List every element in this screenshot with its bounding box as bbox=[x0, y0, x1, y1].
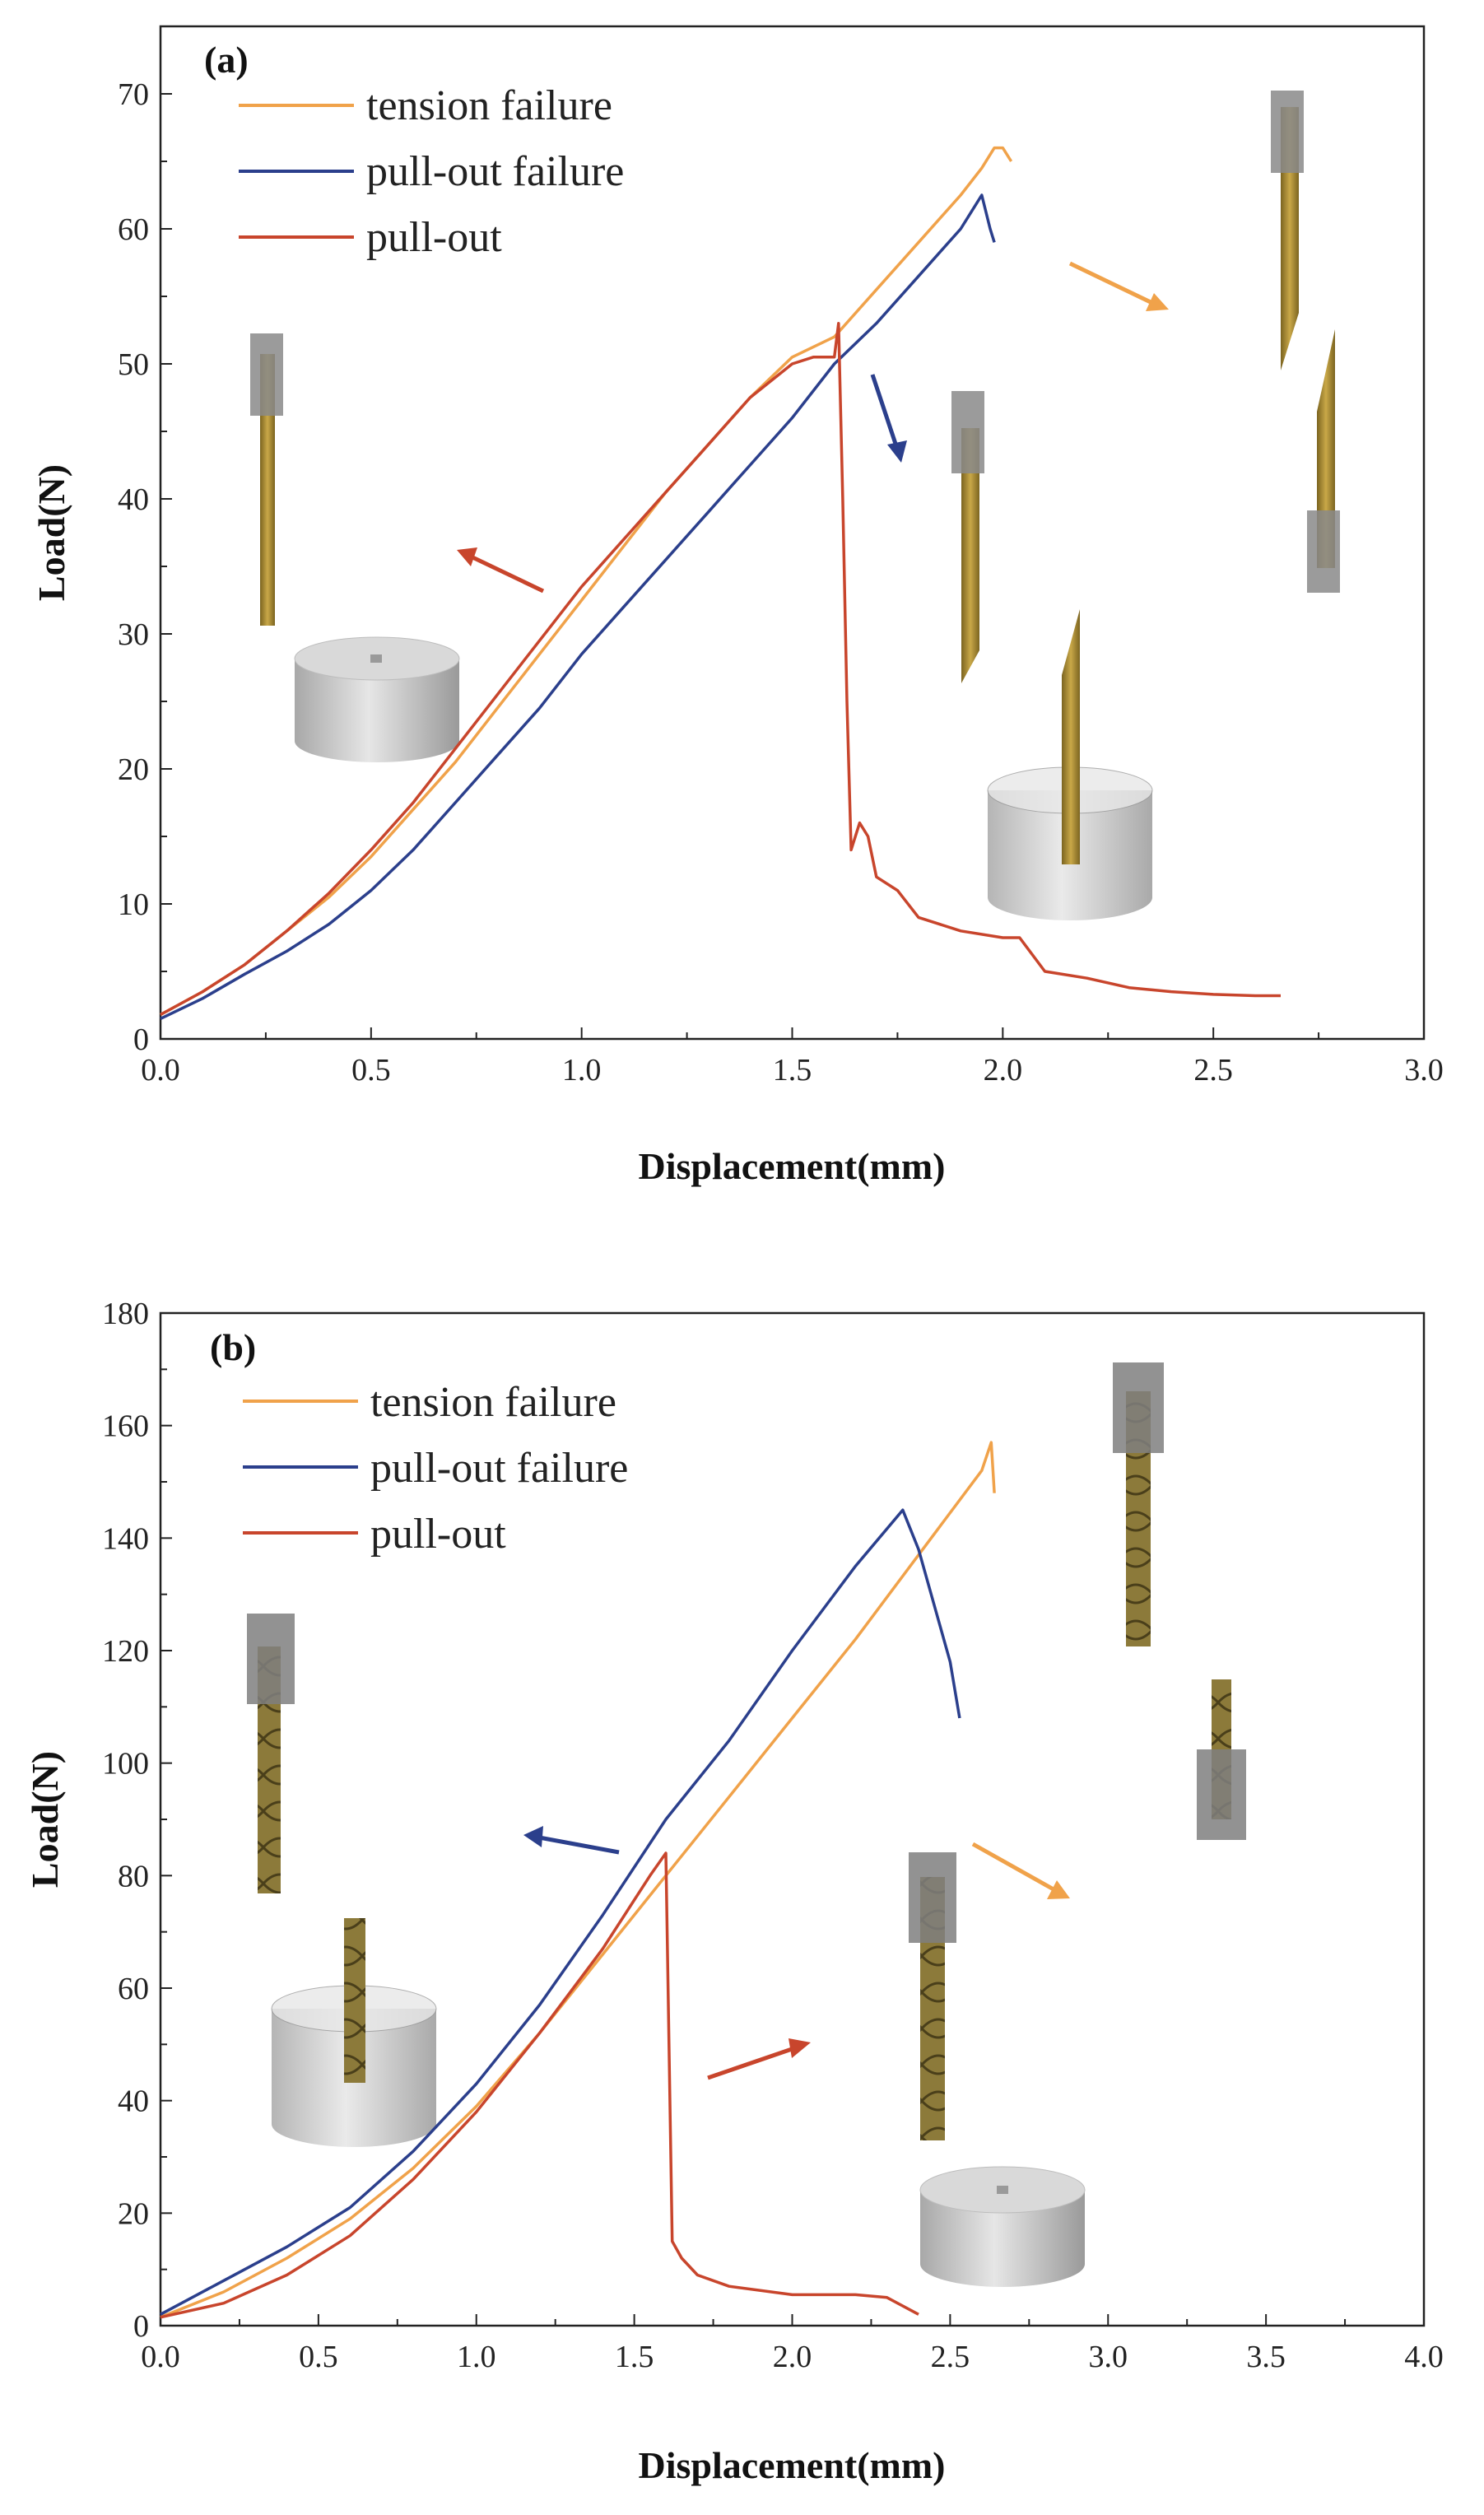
x-axis-a: 0.0 0.5 1.0 1.5 2.0 2.5 3.0 bbox=[141, 1027, 1444, 1088]
x-tick-label: 1.5 bbox=[773, 1053, 812, 1088]
legend-label-pullout-failure-a: pull-out failure bbox=[366, 148, 624, 195]
x-tick-label: 1.0 bbox=[562, 1053, 602, 1088]
legend-label-pullout-b: pull-out bbox=[370, 1511, 506, 1558]
y-tick-label: 80 bbox=[118, 1859, 149, 1893]
series-line-pull-out-failure-b bbox=[160, 1508, 961, 2316]
y-tick-label: 50 bbox=[118, 347, 149, 382]
illustration-braid-b1 bbox=[247, 1614, 295, 1893]
plot-frame-a bbox=[159, 25, 1426, 1041]
y-tick-label: 40 bbox=[118, 482, 149, 517]
arrows-b bbox=[523, 1826, 1070, 2080]
arrows-a bbox=[457, 261, 1169, 594]
y-axis-b: 0 20 40 60 80 100 120 140 160 180 bbox=[102, 1297, 172, 2344]
legend-label-tension-b: tension failure bbox=[370, 1379, 616, 1426]
y-tick-label: 70 bbox=[118, 77, 149, 112]
x-tick-label: 2.0 bbox=[984, 1053, 1023, 1088]
series-line-pull-out-a bbox=[160, 322, 1281, 1017]
y-tick-label: 140 bbox=[102, 1521, 149, 1556]
x-tick-label: 0.5 bbox=[351, 1053, 391, 1088]
illustration-cylinder-b1 bbox=[271, 1918, 437, 2147]
y-tick-label: 160 bbox=[102, 1409, 149, 1444]
panel-b: 0.0 0.5 1.0 1.5 2.0 2.5 3.0 3.5 4.0 0 20 40 60 80 100… bbox=[24, 1297, 1444, 2486]
y-tick-label: 20 bbox=[118, 2196, 149, 2231]
series-a bbox=[160, 146, 1281, 1020]
series-line-tension-failure-a bbox=[160, 146, 1013, 1017]
illustration-cylinder-b2 bbox=[919, 2166, 1086, 2287]
legend-label-tension-a: tension failure bbox=[366, 82, 612, 129]
panel-a: 0.0 0.5 1.0 1.5 2.0 2.5 3.0 0 10 20 30 40 50 60 70 bbox=[30, 25, 1444, 1187]
x-tick-label: 3.0 bbox=[1089, 2340, 1128, 2374]
x-tick-label: 2.5 bbox=[931, 2340, 970, 2374]
x-tick-label: 2.0 bbox=[773, 2340, 812, 2374]
y-tick-label: 60 bbox=[118, 1972, 149, 2006]
y-tick-label: 0 bbox=[133, 1022, 149, 1057]
legend-label-pullout-a: pull-out bbox=[366, 214, 502, 261]
x-tick-label: 0.5 bbox=[299, 2340, 338, 2374]
y-tick-label: 20 bbox=[118, 752, 149, 787]
y-tick-label: 0 bbox=[133, 2309, 149, 2344]
illustration-cylinder-a2 bbox=[987, 609, 1153, 920]
x-tick-label: 3.0 bbox=[1404, 1053, 1444, 1088]
x-tick-label: 0.0 bbox=[141, 1053, 180, 1088]
panel-label-a: (a) bbox=[204, 39, 249, 81]
x-tick-label: 1.0 bbox=[457, 2340, 496, 2374]
series-line-pull-out-b bbox=[160, 1851, 919, 2319]
x-tick-label: 0.0 bbox=[141, 2340, 180, 2374]
x-axis-b: 0.0 0.5 1.0 1.5 2.0 2.5 3.0 3.5 4.0 bbox=[141, 2314, 1444, 2374]
series-line-tension-failure-b bbox=[160, 1441, 996, 2319]
legend-b: tension failure pull-out failure pull-ou… bbox=[243, 1379, 628, 1558]
series-line-pull-out-failure-a bbox=[160, 193, 996, 1020]
x-tick-label: 2.5 bbox=[1193, 1053, 1233, 1088]
x-tick-label: 1.5 bbox=[615, 2340, 654, 2374]
illustration-braid-b3 bbox=[1113, 1362, 1246, 1840]
y-tick-label: 30 bbox=[118, 617, 149, 652]
y-tick-label: 10 bbox=[118, 887, 149, 922]
series-b bbox=[160, 1441, 996, 2319]
illustration-cylinder-a1 bbox=[294, 636, 460, 762]
x-axis-title-b: Displacement(mm) bbox=[638, 2444, 945, 2486]
panel-label-b: (b) bbox=[210, 1326, 256, 1368]
legend-label-pullout-failure-b: pull-out failure bbox=[370, 1445, 628, 1492]
illustration-fiber-a3 bbox=[1271, 91, 1340, 593]
illustration-fiber-a1 bbox=[250, 333, 283, 626]
x-tick-label: 4.0 bbox=[1404, 2340, 1444, 2374]
x-tick-label: 3.5 bbox=[1246, 2340, 1286, 2374]
y-tick-label: 120 bbox=[102, 1634, 149, 1669]
y-axis-title-b: Load(N) bbox=[24, 1751, 66, 1888]
y-tick-label: 60 bbox=[118, 212, 149, 247]
y-tick-label: 100 bbox=[102, 1747, 149, 1781]
illustration-fiber-a2 bbox=[951, 391, 984, 683]
y-axis-title-a: Load(N) bbox=[30, 464, 72, 601]
x-axis-title-a: Displacement(mm) bbox=[638, 1145, 945, 1187]
illustration-braid-b2 bbox=[909, 1852, 956, 2140]
y-tick-label: 180 bbox=[102, 1297, 149, 1331]
y-tick-label: 40 bbox=[118, 2084, 149, 2119]
y-axis-a: 0 10 20 30 40 50 60 70 bbox=[118, 77, 172, 1057]
legend-a: tension failure pull-out failure pull-ou… bbox=[239, 82, 624, 261]
